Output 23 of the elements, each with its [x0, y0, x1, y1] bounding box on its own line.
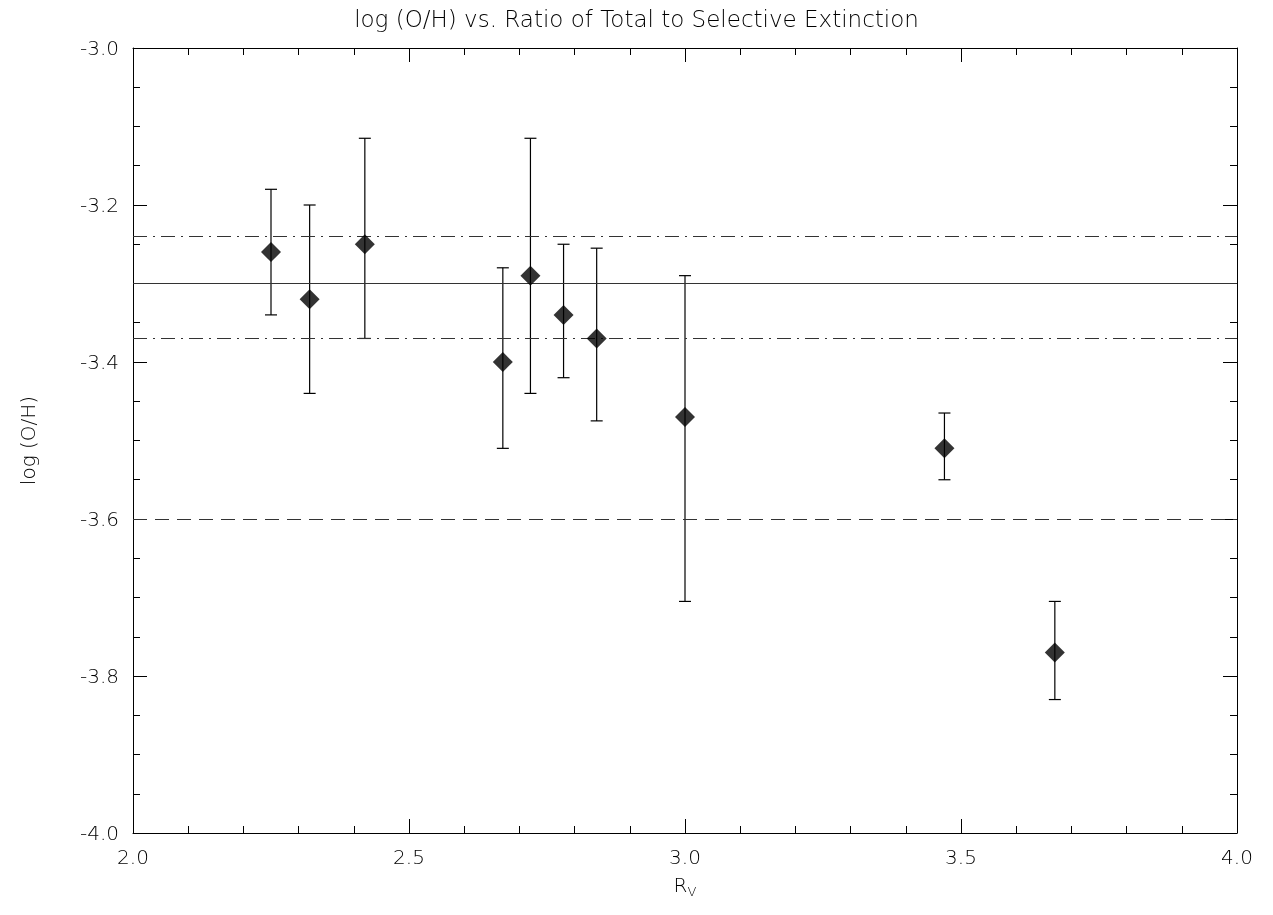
y-tick-label: -3.2 [79, 193, 119, 217]
x-tick-label: 2.0 [117, 845, 149, 869]
point [586, 328, 607, 349]
x-tick-label: 2.5 [393, 845, 425, 869]
x-tick-label: 4.0 [1221, 845, 1253, 869]
point [553, 304, 574, 325]
y-tick-label: -3.8 [79, 664, 119, 688]
point [299, 289, 320, 310]
point [675, 406, 695, 427]
x-tick-label: 3.5 [945, 845, 977, 869]
point [354, 234, 375, 255]
y-tick-label: -3.0 [79, 36, 119, 60]
point [261, 242, 281, 263]
y-tick-label: -4.0 [79, 821, 119, 845]
point [934, 438, 955, 459]
x-tick-label: 3.0 [669, 845, 701, 869]
point [1044, 642, 1065, 663]
y-axis-title: log (O/H) [16, 395, 40, 486]
point [492, 352, 513, 372]
chart-title: log (O/H) vs. Ratio of Total to Selective Extinction [354, 5, 919, 32]
y-tick-label: -3.6 [79, 507, 119, 531]
point [520, 265, 541, 286]
y-tick-label: -3.4 [79, 350, 119, 374]
